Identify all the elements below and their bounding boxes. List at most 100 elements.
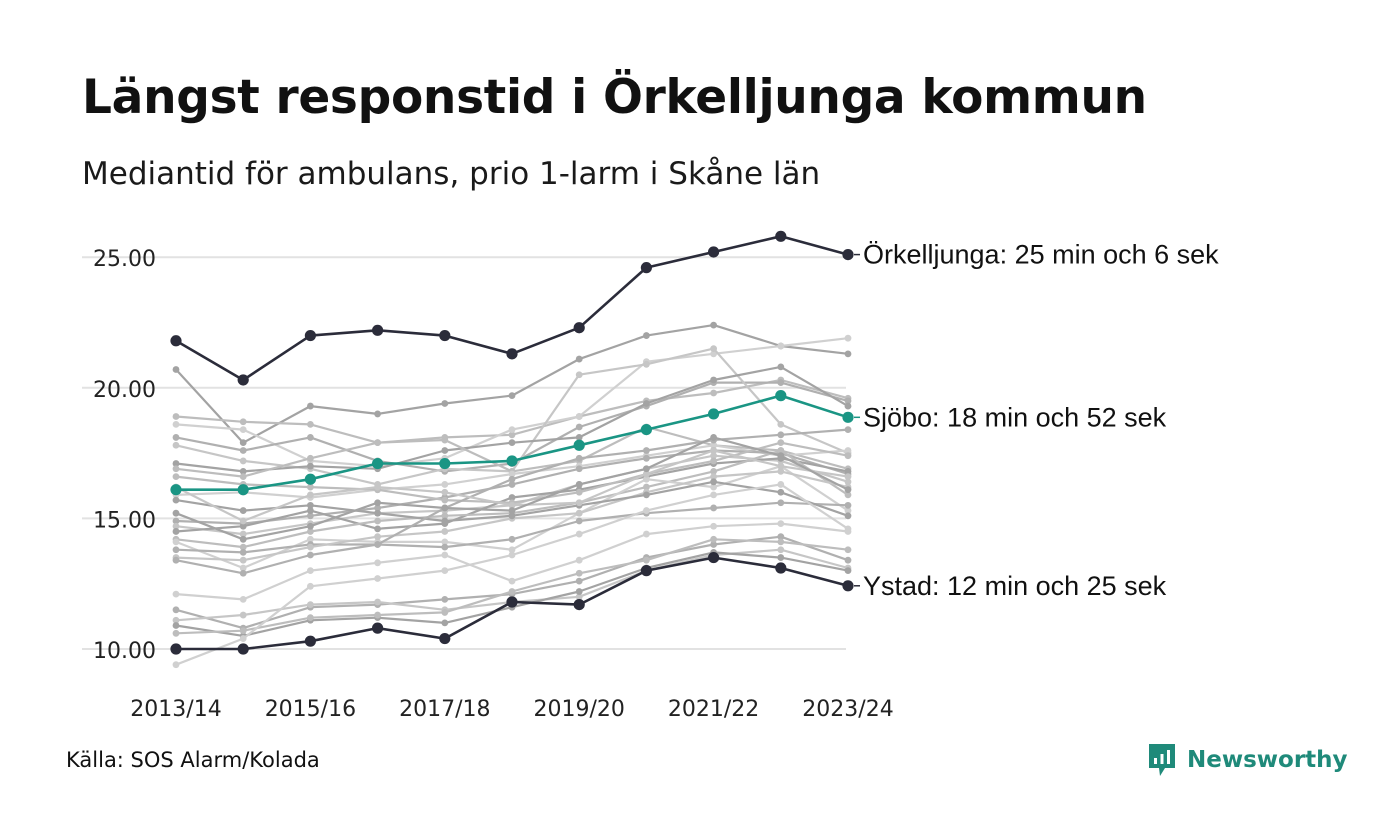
x-axis-ticks: 2013/14 2015/16 2017/18 2019/20 2021/22 2023/… — [130, 697, 893, 722]
data-point — [239, 530, 247, 538]
data-point — [643, 447, 650, 454]
data-point — [374, 509, 381, 517]
data-point — [710, 473, 717, 481]
background-series-line — [172, 535, 852, 637]
data-point — [170, 643, 182, 655]
data-point — [372, 324, 384, 336]
data-point — [239, 569, 247, 577]
data-point — [441, 538, 449, 546]
gridlines — [82, 256, 846, 650]
data-point — [643, 465, 650, 473]
data-point — [640, 565, 653, 577]
data-point — [643, 332, 650, 339]
data-point — [575, 465, 583, 473]
data-point — [441, 619, 449, 627]
data-point — [172, 465, 180, 473]
data-point — [372, 622, 384, 634]
data-point — [844, 473, 852, 481]
data-point — [575, 454, 583, 462]
source-note: Källa: SOS Alarm/Kolada — [66, 748, 320, 772]
data-point — [374, 525, 381, 533]
data-point — [374, 499, 381, 507]
data-point — [777, 481, 785, 488]
data-point — [304, 329, 316, 342]
data-point — [643, 470, 650, 478]
data-point — [844, 334, 852, 342]
data-point — [441, 512, 449, 520]
data-point — [508, 507, 516, 514]
data-point — [508, 431, 516, 439]
data-point — [575, 413, 583, 420]
data-point — [575, 569, 583, 577]
data-point — [508, 439, 516, 447]
background-series-line — [172, 321, 852, 447]
data-point — [575, 530, 583, 538]
data-point — [708, 408, 720, 420]
data-point — [710, 321, 717, 329]
series-end-label: Örkelljunga: 25 min och 6 sek — [863, 240, 1219, 270]
data-point — [508, 588, 516, 595]
data-point — [374, 439, 381, 447]
data-point — [710, 376, 717, 384]
data-point — [844, 402, 852, 410]
data-point — [307, 567, 314, 575]
data-point — [777, 499, 785, 507]
data-point — [844, 486, 852, 494]
data-point — [239, 457, 247, 465]
data-point — [307, 462, 314, 470]
data-point — [643, 556, 650, 564]
data-point — [844, 447, 852, 454]
data-point — [844, 350, 852, 358]
data-point — [441, 609, 449, 616]
data-point — [643, 475, 650, 483]
data-point — [844, 507, 852, 514]
data-point — [374, 517, 381, 525]
data-point — [710, 345, 717, 353]
data-point — [439, 329, 451, 342]
data-point — [777, 342, 785, 350]
data-point — [239, 447, 247, 454]
brand-name: Newsworthy — [1187, 747, 1348, 773]
data-point — [172, 629, 180, 637]
background-series-line — [172, 447, 852, 525]
series-labels: Örkelljunga: 25 min och 6 sek Sjöbo: 18 m… — [854, 240, 1219, 601]
data-point — [575, 488, 583, 496]
data-point — [506, 455, 518, 467]
data-point — [307, 535, 314, 543]
data-point — [640, 262, 653, 274]
data-point — [239, 517, 247, 525]
data-point — [239, 556, 247, 564]
data-point — [441, 517, 449, 525]
data-point — [777, 520, 785, 528]
data-point — [239, 467, 247, 475]
data-point — [508, 470, 516, 478]
data-point — [439, 632, 451, 645]
background-series-line — [172, 363, 852, 475]
data-point — [708, 246, 720, 258]
data-point — [307, 483, 314, 491]
data-point — [374, 504, 381, 512]
data-point — [710, 478, 717, 486]
data-point — [710, 504, 717, 512]
data-point — [575, 588, 583, 595]
data-point — [172, 661, 180, 669]
data-point — [239, 543, 247, 551]
data-point — [172, 590, 180, 598]
data-point — [508, 577, 516, 585]
data-point — [172, 517, 180, 525]
data-point — [439, 457, 451, 470]
data-point — [842, 411, 854, 423]
data-point — [508, 535, 516, 543]
data-point — [842, 580, 854, 592]
series-ystad — [170, 551, 854, 655]
background-series-line — [172, 481, 852, 669]
data-point — [710, 522, 717, 530]
data-point — [441, 496, 449, 504]
data-point — [307, 543, 314, 551]
data-point — [307, 522, 314, 530]
data-point — [575, 371, 583, 379]
series-end-label: Ystad: 12 min och 25 sek — [863, 571, 1167, 601]
data-point — [710, 491, 717, 499]
data-point — [374, 559, 381, 567]
data-point — [708, 551, 720, 564]
